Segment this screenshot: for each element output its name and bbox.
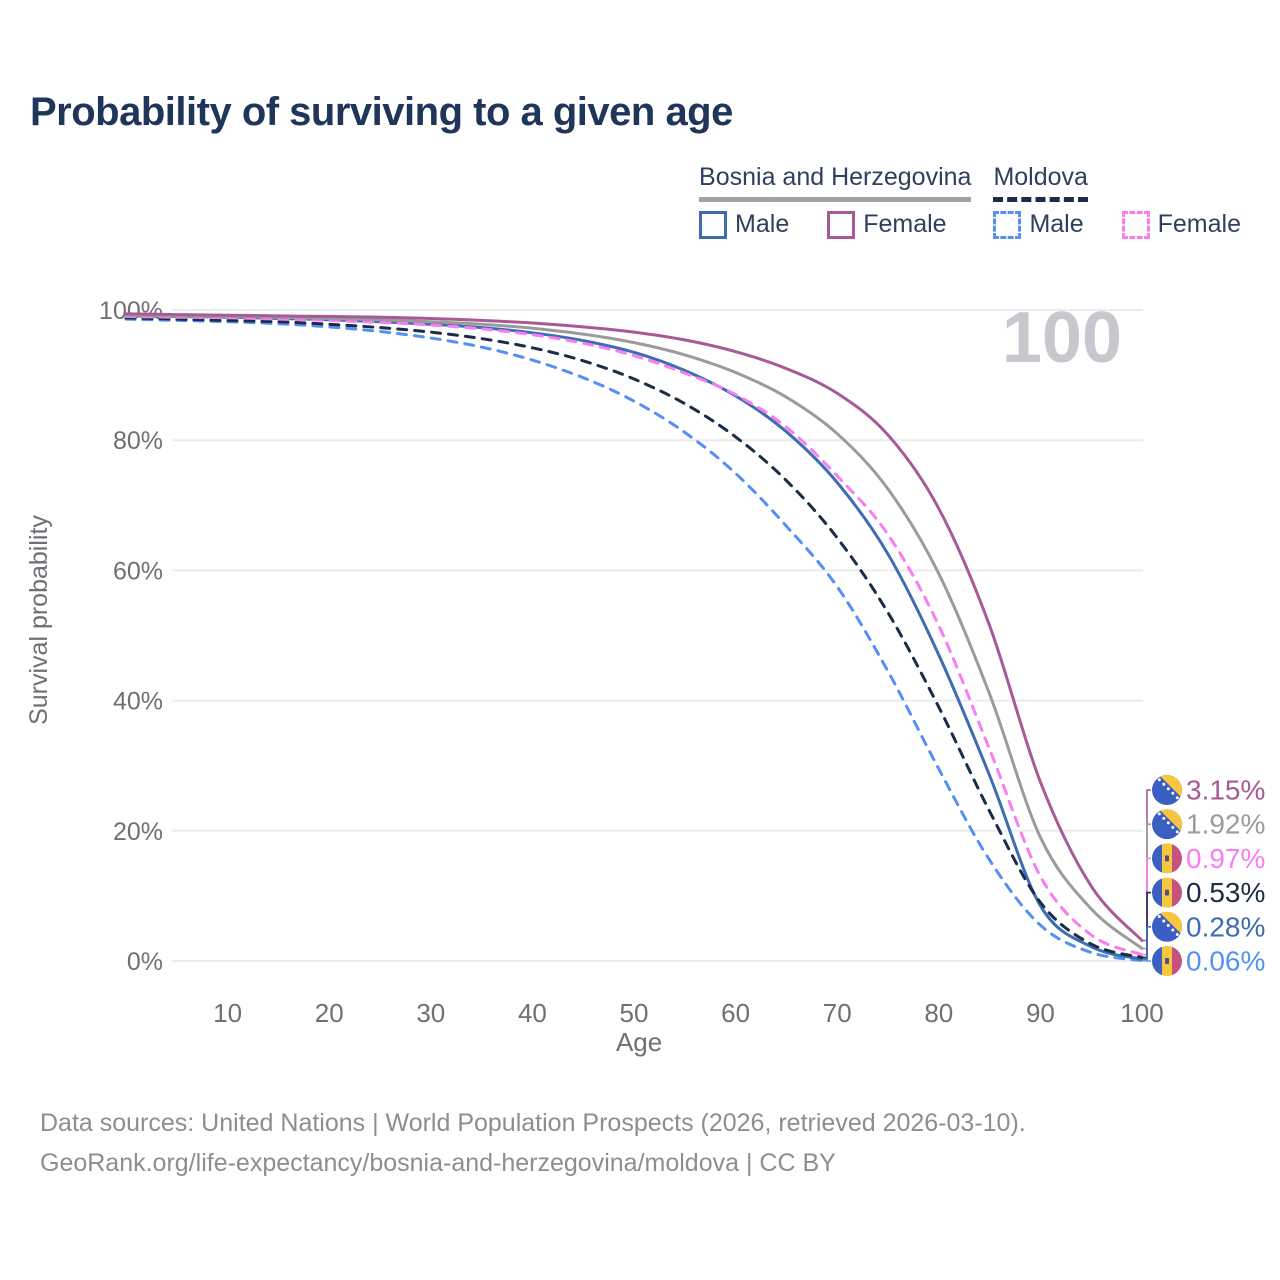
legend-item-label: Male: [1029, 210, 1084, 238]
bosnia-and-herzegovina-flag-icon: [1152, 911, 1182, 942]
y-tick-label: 100%: [99, 297, 163, 325]
legend-items-moldova: Male Female: [993, 210, 1241, 239]
flag-star: [1166, 924, 1170, 927]
flag-star: [1162, 782, 1166, 786]
x-tick-label: 80: [924, 998, 953, 1028]
y-tick-label: 40%: [113, 688, 163, 716]
y-tick-label: 0%: [127, 948, 163, 976]
flag-star: [1162, 816, 1166, 820]
y-tick-label: 60%: [113, 557, 163, 585]
flag-triangle: [1159, 911, 1182, 935]
moldova-flag-icon: [1152, 843, 1182, 874]
legend-group-title-bosnia[interactable]: Bosnia and Herzegovina: [699, 163, 972, 202]
end-label-connector: [1142, 891, 1151, 959]
end-value-label: 0.53%: [1186, 877, 1265, 908]
x-axis-title: Age: [616, 1027, 662, 1057]
attribution-text: GeoRank.org/life-expectancy/bosnia-and-h…: [40, 1149, 836, 1177]
legend-item-label: Female: [863, 210, 947, 238]
flag-star: [1157, 915, 1161, 918]
legend-items-bosnia: Male Female: [699, 210, 971, 239]
legend-item-label: Male: [735, 210, 790, 238]
flag-star: [1162, 919, 1166, 923]
y-tick-label: 20%: [113, 818, 163, 846]
legend-item-moldova-female[interactable]: Female: [1121, 210, 1241, 239]
footer: Data sources: United Nations | World Pop…: [40, 1103, 1026, 1183]
moldova-flag-icon: [1152, 877, 1182, 908]
x-tick-label: 40: [518, 998, 547, 1028]
x-tick-label: 60: [721, 998, 750, 1028]
flag-star: [1171, 791, 1175, 795]
end-value-label: 3.15%: [1186, 775, 1265, 806]
x-tick-label: 70: [823, 998, 852, 1028]
flag-star: [1157, 778, 1161, 782]
series-line-moldova-male: [124, 317, 1144, 963]
legend-group-title-moldova[interactable]: Moldova: [993, 163, 1088, 202]
y-axis-title: Survival probability: [25, 515, 53, 725]
end-label-connector: [1142, 926, 1151, 960]
legend-item-bosnia-female[interactable]: Female: [827, 210, 947, 239]
x-tick-label: 50: [620, 998, 649, 1028]
legend-group-bosnia-and-herzegovina: Bosnia and Herzegovina Male Female: [699, 163, 972, 239]
end-value-label: 1.92%: [1186, 809, 1265, 840]
x-tick-label: 90: [1026, 998, 1055, 1028]
age-watermark: 100: [1002, 298, 1122, 378]
bosnia-and-herzegovina-flag-icon: [1152, 809, 1182, 840]
end-value-label: 0.97%: [1186, 843, 1265, 874]
flag-emblem: [1165, 958, 1169, 964]
moldova-female-swatch-icon: [1121, 210, 1150, 239]
flag-triangle: [1159, 809, 1182, 833]
data-sources-text: Data sources: United Nations | World Pop…: [40, 1109, 1026, 1137]
flag-stripe-blue: [1152, 843, 1162, 874]
flag-star: [1166, 821, 1170, 825]
x-tick-label: 100: [1120, 998, 1163, 1028]
legend-item-label: Female: [1157, 210, 1241, 238]
flag-stripe-red: [1172, 946, 1182, 976]
legend-group-moldova: Moldova Male Female: [993, 163, 1241, 239]
flag-emblem: [1165, 855, 1169, 862]
legend-item-bosnia-male[interactable]: Male: [699, 210, 789, 239]
flag-emblem: [1165, 889, 1169, 896]
moldova-flag-icon: [1152, 946, 1182, 976]
flag-stripe-red: [1172, 843, 1182, 874]
flag-star: [1157, 812, 1161, 816]
bosnia-female-swatch-icon: [827, 210, 856, 239]
x-tick-label: 30: [416, 998, 445, 1028]
flag-star: [1171, 825, 1175, 829]
y-tick-label: 80%: [113, 427, 163, 455]
flag-star: [1175, 796, 1179, 800]
end-value-label: 0.06%: [1186, 946, 1265, 977]
flag-stripe-blue: [1152, 877, 1162, 908]
legend-item-moldova-male[interactable]: Male: [993, 210, 1084, 239]
x-tick-label: 10: [213, 998, 242, 1028]
bosnia-male-swatch-icon: [699, 210, 728, 239]
series-line-bosnia-and-herzegovina-female: [124, 312, 1144, 942]
series-line-moldova-female: [124, 315, 1144, 957]
moldova-male-swatch-icon: [993, 210, 1022, 239]
flag-star: [1175, 830, 1179, 834]
flag-star: [1175, 933, 1179, 936]
flag-stripe-red: [1172, 877, 1182, 908]
bosnia-and-herzegovina-flag-icon: [1152, 775, 1182, 805]
flag-star: [1171, 928, 1175, 932]
flag-stripe-blue: [1152, 946, 1162, 976]
series-line-bosnia-and-herzegovina: [124, 313, 1144, 950]
end-value-label: 0.28%: [1186, 911, 1265, 942]
flag-star: [1166, 787, 1170, 791]
flag-triangle: [1159, 775, 1182, 798]
legend: Bosnia and Herzegovina Male Female Moldo…: [699, 163, 1241, 239]
x-tick-label: 20: [315, 998, 344, 1028]
page-title: Probability of surviving to a given age: [30, 90, 733, 134]
